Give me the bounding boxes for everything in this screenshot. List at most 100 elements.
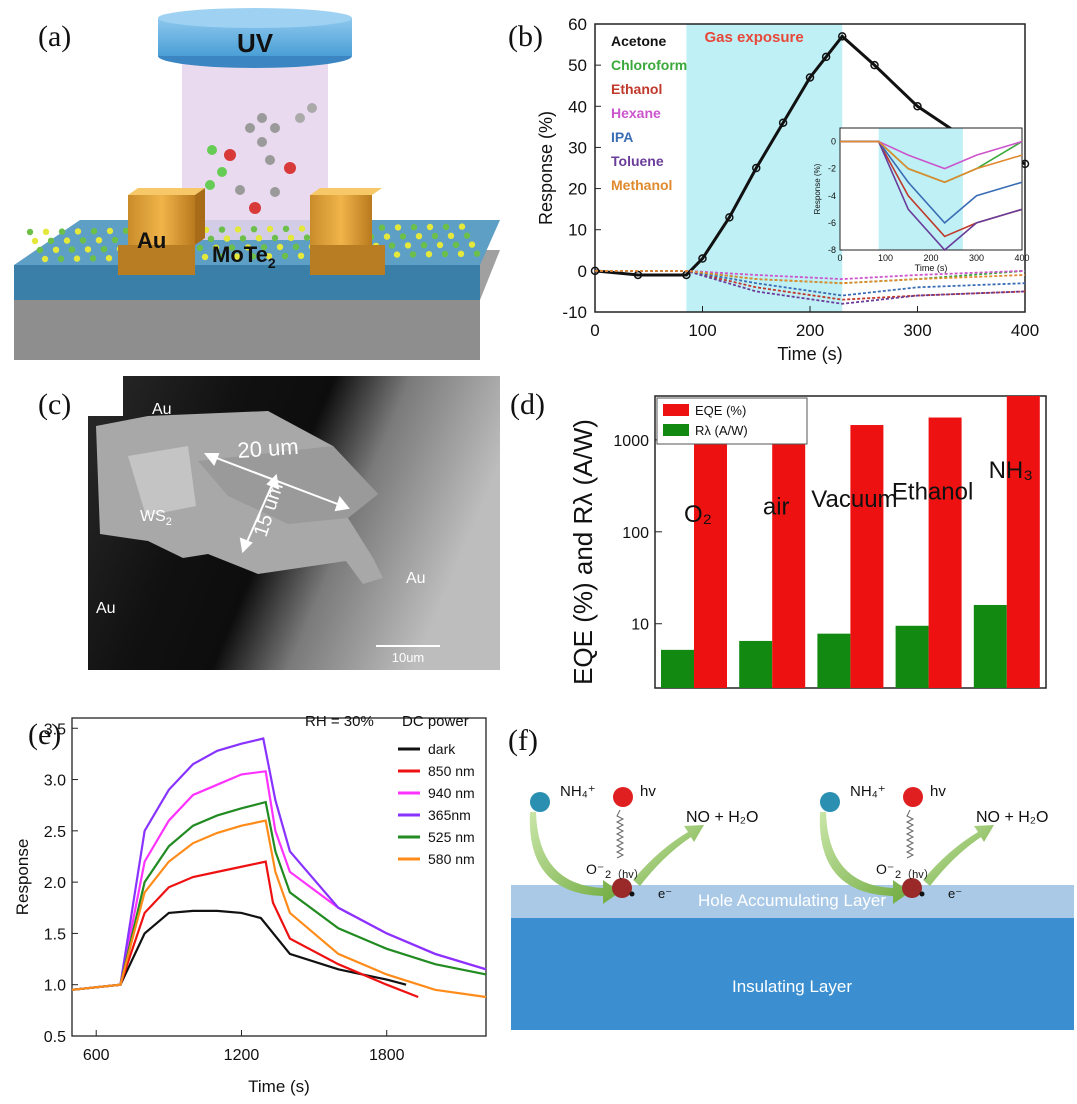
lattice-atom [378, 224, 386, 231]
data-point [752, 163, 761, 173]
nh4-ball [530, 792, 550, 812]
y-tick-label: 1000 [613, 433, 649, 450]
svg-text:WS2: WS2 [140, 508, 172, 528]
legend-swatch-r-a-w [663, 424, 689, 436]
inset-y-tick-label: -2 [828, 164, 836, 174]
inset-x-axis-label: Time (s) [915, 263, 948, 273]
lattice-atom [111, 236, 119, 244]
lattice-atom [239, 235, 247, 242]
category-label-0: O₂ [684, 501, 712, 528]
series-line-methanol [595, 269, 1026, 285]
dimension-arrows [203, 453, 350, 554]
lattice-atom [207, 235, 215, 242]
y-tick-label: 0.5 [44, 1029, 66, 1046]
lattice-atom [42, 228, 50, 235]
data-point [870, 60, 879, 70]
photon-ball [613, 787, 633, 807]
lattice-atom [79, 237, 87, 244]
lattice-atom [457, 250, 465, 257]
lattice-atom [266, 225, 274, 233]
x-tick-label: 100 [688, 321, 716, 340]
uv-label: UV [237, 28, 274, 58]
lattice-atom [100, 246, 108, 253]
lattice-atom [420, 242, 428, 249]
lattice-atom [218, 226, 226, 233]
x-tick-label: 1800 [369, 1047, 405, 1064]
inset-x-tick-label: 300 [969, 253, 984, 263]
inset-y-tick-label: -4 [828, 191, 836, 201]
x-tick-label: 0 [590, 321, 599, 340]
legend-toluene: Toluene [611, 153, 664, 169]
lattice-atom [441, 250, 449, 258]
mote2-label: MoTe [212, 242, 268, 267]
reaction-arrow-in [819, 812, 910, 904]
lattice-atom [393, 251, 401, 258]
lattice-atom [41, 255, 49, 263]
bar-r-a-w-4 [973, 604, 1007, 688]
y-tick-label: 2.5 [44, 824, 66, 841]
lattice-atom [234, 226, 242, 233]
mechanism-group-right: NH₄⁺ hv NO + H₂O O⁻ 2（hv） e⁻ [819, 783, 1048, 904]
data-point [805, 73, 815, 82]
x-axis-label: Time (s) [248, 1077, 310, 1096]
reaction-arrow-in [529, 812, 620, 904]
lattice-atom [212, 244, 220, 251]
inset-x-tick-label: 100 [878, 253, 893, 263]
lattice-atom [249, 253, 257, 260]
lattice-atom [105, 255, 113, 262]
nh4-label: NH₄⁺ [850, 783, 886, 800]
y-tick-label: 40 [568, 97, 587, 116]
lattice-atom [303, 234, 311, 241]
legend-hexane: Hexane [611, 105, 661, 121]
photon-ball [903, 787, 923, 807]
x-axis-label: Time (s) [777, 344, 842, 364]
lattice-atom [73, 255, 81, 262]
lattice-atom [47, 237, 55, 244]
lattice-atom [90, 228, 98, 235]
legend-acetone: Acetone [611, 33, 666, 49]
lattice-atom [217, 253, 225, 260]
lattice-atom [458, 223, 466, 230]
lattice-atom [84, 246, 92, 253]
hv-label: hv [640, 783, 656, 800]
electron-label: e⁻ [948, 886, 962, 901]
products-label: NO + H₂O [976, 809, 1048, 826]
lattice-atom [447, 232, 455, 239]
lattice-atom [63, 237, 71, 244]
legend-580-nm: 580 nm [428, 851, 475, 867]
annotation-gas-exposure: Gas exposure [704, 29, 803, 46]
y-tick-label: 2.0 [44, 875, 66, 892]
lattice-atom [223, 235, 231, 242]
bar-eqe-1 [772, 432, 806, 688]
lattice-atom [436, 241, 444, 249]
inset-border [839, 127, 1023, 251]
ws2-subscript: 2 [166, 516, 172, 528]
bar-eqe-3 [928, 417, 962, 688]
oxygen-ball [902, 878, 922, 898]
lattice-atom [196, 244, 204, 252]
lattice-atom [287, 234, 295, 241]
data-point [590, 266, 600, 276]
bar-eqe-4 [1006, 396, 1040, 688]
y-tick-label: 10 [568, 221, 587, 240]
lattice-atom [276, 243, 284, 251]
lattice-atom [265, 253, 273, 260]
o2-subscript: 2（hv） [605, 868, 645, 881]
panel-label-a: (a) [38, 20, 72, 53]
y-tick-label: 20 [568, 180, 587, 199]
y-tick-label: 1.0 [44, 978, 66, 995]
y-tick-label: 100 [622, 525, 649, 542]
lattice-atom [410, 224, 418, 231]
bar-r-a-w-1 [739, 640, 773, 688]
category-label-4: NH₃ [989, 457, 1033, 484]
legend-365nm: 365nm [428, 807, 471, 823]
lattice-atom [394, 224, 402, 231]
legend-chloroform: Chloroform [611, 57, 687, 73]
inset-x-tick-label: 400 [1014, 253, 1029, 263]
insulating-layer [511, 918, 1074, 1030]
lattice-atom [383, 233, 391, 240]
sem-image: Au 20 um 15 um WS2 Au Au 10um [88, 376, 500, 670]
reaction-arrow-out [633, 825, 704, 886]
o2-subscript: 2（hv） [895, 868, 935, 881]
